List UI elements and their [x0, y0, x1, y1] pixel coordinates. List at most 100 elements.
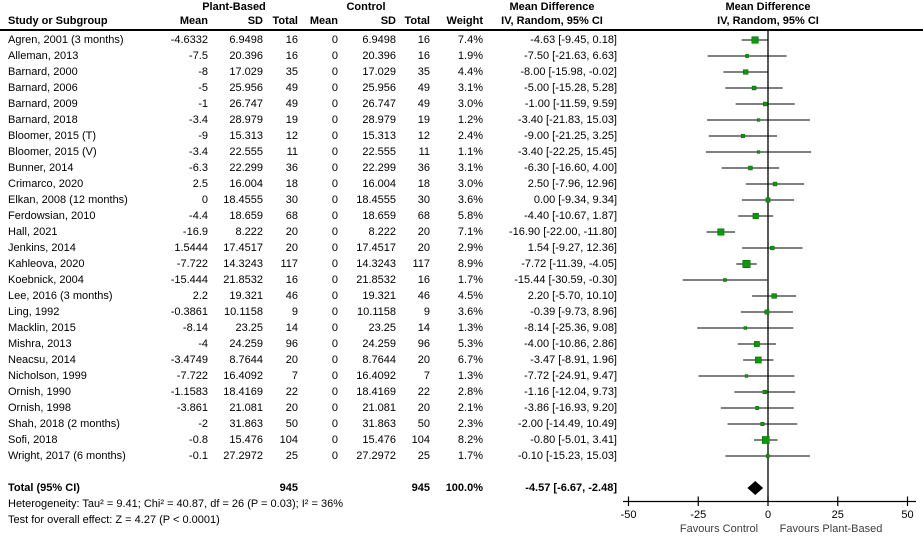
- ci-text: -8.00 [-15.98, -0.02]: [520, 66, 617, 78]
- mean-difference-header: Mean Difference: [509, 1, 595, 13]
- plant-mean: -6.3: [189, 162, 208, 174]
- control-total: 49: [417, 82, 430, 94]
- weight: 5.3%: [457, 338, 483, 350]
- ci-text: -3.86 [-16.93, 9.20]: [524, 402, 617, 414]
- study-name: Ling, 1992: [8, 306, 60, 318]
- control-mean: 0: [331, 354, 338, 366]
- table-row: Lee, 2016 (3 months) 2.2 19.321 46 0 19.321 46…: [0, 288, 923, 304]
- table-row: Bloomer, 2015 (T) -9 15.313 12 0 15.313 12 2.4%…: [0, 128, 923, 144]
- table-row: Barnard, 2018 -3.4 28.979 19 0 28.979 19 1.2% -3…: [0, 112, 923, 128]
- control-total: 20: [417, 402, 430, 414]
- study-name: Mishra, 2013: [8, 338, 72, 350]
- control-mean: 0: [331, 194, 338, 206]
- table-row: Koebnick, 2004 -15.444 21.8532 16 0 21.8532 16…: [0, 272, 923, 288]
- plant-total: 96: [285, 338, 298, 350]
- plant-total: 20: [285, 226, 298, 238]
- weight: 2.9%: [457, 242, 483, 254]
- plant-sd: 18.659: [229, 210, 263, 222]
- control-sd: 17.4517: [356, 242, 396, 254]
- column-header-total-plant: Total: [272, 15, 298, 27]
- plant-total: 19: [285, 114, 298, 126]
- table-row: Ornish, 1990 -1.1583 18.4169 22 0 18.4169 22 2.…: [0, 384, 923, 400]
- column-header-total-control: Total: [404, 15, 430, 27]
- ci-text: 0.00 [-9.34, 9.34]: [533, 194, 617, 206]
- column-header-mean-plant: Mean: [179, 15, 208, 27]
- control-total: 22: [417, 386, 430, 398]
- table-row: Bunner, 2014 -6.3 22.299 36 0 22.299 36 3.1% -6.…: [0, 160, 923, 176]
- study-name: Nicholson, 1999: [8, 370, 87, 382]
- control-mean: 0: [331, 450, 338, 462]
- weight: 4.5%: [457, 290, 483, 302]
- plant-sd: 8.7644: [229, 354, 263, 366]
- plant-sd: 15.313: [229, 130, 263, 142]
- control-total: 68: [417, 210, 430, 222]
- control-sd: 23.25: [368, 322, 396, 334]
- control-mean: 0: [331, 338, 338, 350]
- plant-sd: 16.4092: [223, 370, 263, 382]
- plant-total: 49: [285, 82, 298, 94]
- plant-mean: -9: [198, 130, 208, 142]
- plant-mean: -4.4: [189, 210, 208, 222]
- plant-total: 11: [286, 146, 298, 158]
- plant-total: 30: [285, 194, 298, 206]
- table-row: Kahleova, 2020 -7.722 14.3243 117 0 14.3243 11…: [0, 256, 923, 272]
- total-ci-text: -4.57 [-6.67, -2.48]: [525, 482, 617, 494]
- study-name: Ornish, 1998: [8, 402, 71, 414]
- study-name: Neacsu, 2014: [8, 354, 76, 366]
- plant-total: 16: [285, 50, 298, 62]
- table-row: Macklin, 2015 -8.14 23.25 14 0 23.25 14 1.3% -8.…: [0, 320, 923, 336]
- plant-total: 18: [285, 178, 298, 190]
- plant-mean: -0.8: [189, 434, 208, 446]
- study-name: Shah, 2018 (2 months): [8, 418, 120, 430]
- plant-mean: -3.4: [189, 146, 208, 158]
- ci-text: -3.40 [-21.83, 15.03]: [517, 114, 617, 126]
- plant-mean: -4.6332: [170, 34, 208, 46]
- plant-total: 49: [285, 98, 298, 110]
- plant-mean: -3.4: [189, 114, 208, 126]
- column-header-mean-control: Mean: [309, 15, 338, 27]
- column-header-study: Study or Subgroup: [8, 15, 108, 27]
- plant-sd: 8.222: [235, 226, 263, 238]
- plant-sd: 15.476: [229, 434, 263, 446]
- total-label: Total (95% CI): [8, 482, 80, 494]
- ci-text: -9.00 [-21.25, 3.25]: [524, 130, 617, 142]
- control-sd: 19.321: [362, 290, 396, 302]
- plant-mean: 0: [201, 194, 208, 206]
- plant-total: 12: [285, 130, 298, 142]
- control-mean: 0: [331, 418, 338, 430]
- ci-text: -4.63 [-9.45, 0.18]: [530, 34, 617, 46]
- control-sd: 28.979: [362, 114, 396, 126]
- plot-column-header-ci: IV, Random, 95% CI: [717, 15, 819, 27]
- weight: 1.7%: [457, 274, 483, 286]
- control-mean: 0: [331, 242, 338, 254]
- control-total: 117: [412, 258, 430, 270]
- control-total: 20: [417, 242, 430, 254]
- control-mean: 0: [331, 210, 338, 222]
- control-mean: 0: [331, 50, 338, 62]
- weight: 2.1%: [457, 402, 483, 414]
- control-total: 18: [417, 178, 430, 190]
- control-sd: 17.029: [362, 66, 396, 78]
- ci-text: -7.72 [-11.39, -4.05]: [521, 258, 617, 270]
- table-row: Ling, 1992 -0.3861 10.1158 9 0 10.1158 9 3.6% -0…: [0, 304, 923, 320]
- control-sd: 16.4092: [356, 370, 396, 382]
- plant-total: 7: [291, 370, 298, 382]
- plant-mean: -4: [198, 338, 208, 350]
- control-sd: 15.476: [362, 434, 396, 446]
- plant-total: 46: [285, 290, 298, 302]
- plant-mean: -15.444: [170, 274, 208, 286]
- control-total: 20: [417, 354, 430, 366]
- control-total: 19: [417, 114, 430, 126]
- weight: 7.1%: [457, 226, 483, 238]
- plant-total: 104: [279, 434, 298, 446]
- control-sd: 20.396: [362, 50, 396, 62]
- plant-mean: -7.5: [189, 50, 208, 62]
- ci-text: 2.20 [-5.70, 10.10]: [527, 290, 617, 302]
- weight: 7.4%: [457, 34, 483, 46]
- control-mean: 0: [331, 402, 338, 414]
- favours-right-label: Favours Plant-Based: [780, 523, 883, 535]
- control-mean: 0: [331, 82, 338, 94]
- ci-text: -1.16 [-12.04, 9.73]: [524, 386, 617, 398]
- control-mean: 0: [331, 386, 338, 398]
